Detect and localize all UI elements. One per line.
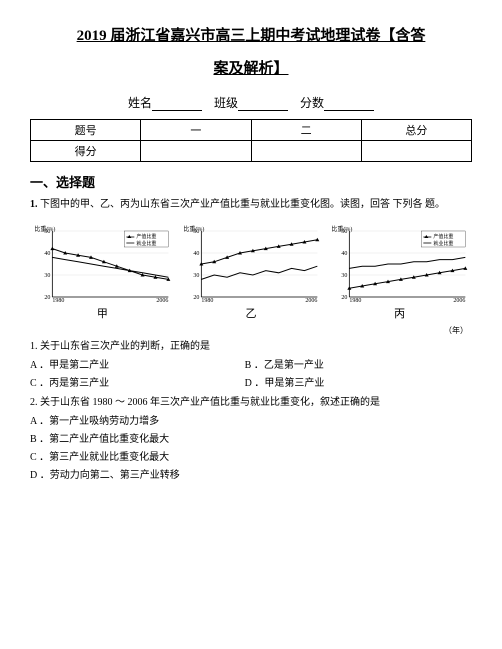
table-row: 得分 — [31, 141, 472, 162]
svg-text:40: 40 — [193, 251, 199, 257]
exam-title: 2019 届浙江省嘉兴市高三上期中考试地理试卷【含答 案及解析】 — [30, 20, 472, 86]
svg-text:1980: 1980 — [52, 298, 64, 303]
question-text: 下图中的甲、乙、丙为山东省三次产业产值比重与就业比重变化图。读图，回答 下列各 … — [40, 199, 445, 210]
option-b: B ．第二产业产值比重变化最大 — [30, 431, 472, 448]
chart-bing-wrapper: 比重(%)2030405019802006产值比重就业比重 丙 — [327, 223, 472, 321]
subq-num: 1. — [30, 341, 38, 352]
option-c: C ．第三产业就业比重变化最大 — [30, 449, 472, 466]
title-line-1: 2019 届浙江省嘉兴市高三上期中考试地理试卷【含答 — [77, 28, 426, 44]
option-b: B ．乙是第一产业 — [245, 357, 457, 374]
score-blank[interactable] — [324, 97, 374, 111]
header-cell: 一 — [141, 120, 251, 141]
sub-q1-options: A ．甲是第二产业 B ．乙是第一产业 C ．丙是第三产业 D ．甲是第三产业 — [30, 357, 472, 392]
svg-text:50: 50 — [342, 229, 348, 235]
option-d: D ．甲是第三产业 — [245, 375, 457, 392]
svg-text:20: 20 — [342, 295, 348, 301]
svg-text:30: 30 — [44, 273, 50, 279]
svg-text:30: 30 — [193, 273, 199, 279]
question-number: 1. — [30, 199, 38, 210]
svg-text:就业比重: 就业比重 — [136, 240, 156, 247]
subq-text: 关于山东省三次产业的判断，正确的是 — [40, 341, 210, 352]
chart-jia-label: 甲 — [97, 305, 108, 321]
sub-question-2: 2. 关于山东省 1980 ～ 2006 年三次产业产值比重与就业比重变化，叙述… — [30, 394, 472, 411]
svg-text:40: 40 — [44, 251, 50, 257]
svg-text:产值比重: 产值比重 — [434, 233, 454, 240]
question-1: 1. 下图中的甲、乙、丙为山东省三次产业产值比重与就业比重变化图。读图，回答 下… — [30, 197, 472, 213]
svg-text:20: 20 — [44, 295, 50, 301]
student-info-line: 姓名 班级 分数 — [30, 94, 472, 111]
name-blank[interactable] — [152, 97, 202, 111]
chart-bing: 比重(%)2030405019802006产值比重就业比重 — [327, 223, 472, 303]
chart-bing-label: 丙 — [394, 305, 405, 321]
score-label: 分数 — [300, 96, 324, 110]
svg-text:就业比重: 就业比重 — [434, 240, 454, 247]
subq-num: 2. — [30, 397, 38, 408]
name-label: 姓名 — [128, 96, 152, 110]
svg-text:1980: 1980 — [201, 298, 213, 303]
sub-question-1: 1. 关于山东省三次产业的判断，正确的是 — [30, 338, 472, 355]
svg-text:2006: 2006 — [305, 298, 317, 303]
svg-text:40: 40 — [342, 251, 348, 257]
chart-jia-wrapper: 比重(%)2030405019802006产值比重就业比重 甲 — [30, 223, 175, 321]
subq-text: 关于山东省 1980 ～ 2006 年三次产业产值比重与就业比重变化，叙述正确的… — [40, 397, 380, 408]
empty-cell[interactable] — [141, 141, 251, 162]
chart-jia: 比重(%)2030405019802006产值比重就业比重 — [30, 223, 175, 303]
year-axis-label: （年） — [30, 325, 472, 336]
row-label-cell: 得分 — [31, 141, 141, 162]
title-line-2: 案及解析】 — [213, 61, 288, 77]
svg-text:50: 50 — [44, 229, 50, 235]
score-table: 题号 一 二 总分 得分 — [30, 119, 472, 162]
svg-text:1980: 1980 — [350, 298, 362, 303]
svg-text:产值比重: 产值比重 — [136, 233, 156, 240]
class-blank[interactable] — [238, 97, 288, 111]
option-a: A ．甲是第二产业 — [30, 357, 242, 374]
chart-yi: 比重(%)2030405019802006 — [179, 223, 324, 303]
svg-text:2006: 2006 — [454, 298, 466, 303]
svg-text:2006: 2006 — [156, 298, 168, 303]
chart-yi-wrapper: 比重(%)2030405019802006 乙 — [179, 223, 324, 321]
option-c: C ．丙是第三产业 — [30, 375, 242, 392]
sub-q2-options: A ．第一产业吸纳劳动力增多 B ．第二产业产值比重变化最大 C ．第三产业就业… — [30, 413, 472, 484]
empty-cell[interactable] — [251, 141, 361, 162]
option-d: D ．劳动力向第二、第三产业转移 — [30, 467, 472, 484]
class-label: 班级 — [214, 96, 238, 110]
svg-text:20: 20 — [193, 295, 199, 301]
option-a: A ．第一产业吸纳劳动力增多 — [30, 413, 472, 430]
section-1-header: 一、选择题 — [30, 172, 472, 191]
svg-text:50: 50 — [193, 229, 199, 235]
header-cell: 二 — [251, 120, 361, 141]
header-cell: 总分 — [361, 120, 471, 141]
svg-text:30: 30 — [342, 273, 348, 279]
header-cell: 题号 — [31, 120, 141, 141]
charts-container: 比重(%)2030405019802006产值比重就业比重 甲 比重(%)203… — [30, 223, 472, 321]
chart-yi-label: 乙 — [246, 305, 257, 321]
empty-cell[interactable] — [361, 141, 471, 162]
table-row: 题号 一 二 总分 — [31, 120, 472, 141]
